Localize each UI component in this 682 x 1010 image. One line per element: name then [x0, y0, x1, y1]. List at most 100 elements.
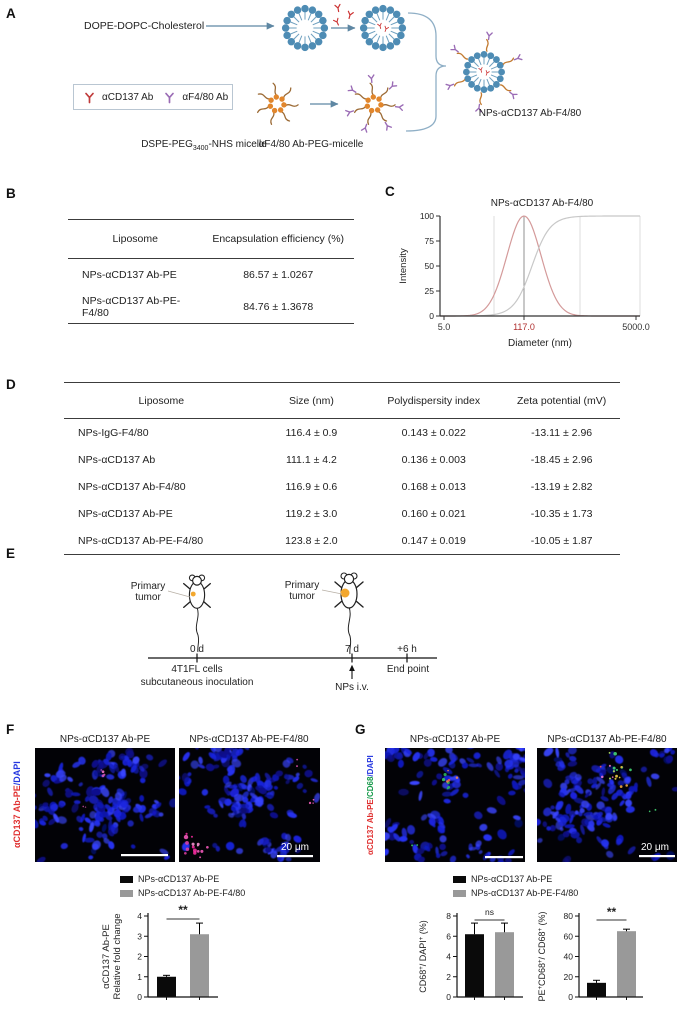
- timeline-tick-label: 0 d: [190, 644, 204, 655]
- primary-tumor-annotation: Primary tumor: [284, 580, 320, 602]
- svg-text:0: 0: [446, 992, 451, 1002]
- table-row: NPs-IgG-F4/80 116.4 ± 0.9 0.143 ± 0.022 -13…: [64, 419, 620, 447]
- signal-dot: [455, 776, 459, 779]
- legend-label: NPs-αCD137 Ab-PE: [471, 874, 553, 884]
- end-point-label: End point: [386, 664, 430, 675]
- table-cell: NPs-αCD137 Ab-PE-F4/80: [78, 534, 204, 547]
- signal-dot: [312, 798, 315, 801]
- legend-label: NPs-αCD137 Ab-PE-F4/80: [138, 888, 246, 898]
- svg-text:4: 4: [137, 911, 142, 921]
- fluorescence-image: [385, 748, 525, 862]
- liposome-icon: [463, 51, 505, 93]
- image-title: NPs-αCD137 Ab-PE-F4/80: [547, 734, 667, 745]
- table-cell: 0.147 ± 0.019: [401, 534, 466, 547]
- mouse-drawing: [334, 572, 364, 655]
- bar: [495, 932, 514, 997]
- pe-cd68-bar-chart: 0 20 40 60 80 PE+​CD68+​/ CD68+​ (%) **: [533, 896, 645, 1010]
- signal-dot: [620, 766, 623, 769]
- micelle2-label: αF4/80 Ab-PEG-micelle: [258, 139, 364, 150]
- acd137-antibody-icon: [83, 91, 96, 104]
- acd137-antibody-label: αCD137 Ab: [102, 91, 154, 103]
- svg-text:40: 40: [564, 952, 574, 962]
- fluorescence-image: 20 μm: [537, 748, 677, 862]
- inoculation-label-line1: 4T1FL cells: [171, 664, 223, 675]
- image-title: NPs-αCD137 Ab-PE: [59, 734, 151, 745]
- svg-text:100: 100: [420, 211, 434, 221]
- svg-text:0: 0: [137, 992, 142, 1002]
- signal-dot: [611, 776, 614, 778]
- antibody-icon: [377, 22, 382, 29]
- svg-text:PE+​CD68+​/ CD68+​ (%): PE+​CD68+​/ CD68+​ (%): [537, 911, 547, 1001]
- panel-label-d: D: [6, 377, 16, 392]
- signal-dot: [103, 773, 106, 776]
- image-title: NPs-αCD137 Ab-PE-F4/80: [189, 734, 309, 745]
- signal-dot: [625, 784, 628, 787]
- signal-dot: [441, 778, 446, 782]
- signal-dot: [618, 776, 621, 779]
- table-header: Size (nm): [288, 394, 334, 407]
- antibody-icon: [334, 3, 341, 13]
- svg-text:2: 2: [446, 972, 451, 982]
- antibody-icon: [478, 67, 483, 73]
- svg-text:75: 75: [425, 236, 435, 246]
- experiment-timeline-schematic: [148, 572, 437, 679]
- signal-dot: [192, 848, 197, 853]
- signal-dot: [612, 770, 616, 773]
- table-row: NPs-αCD137 Ab-PE-F4/80 123.8 ± 2.0 0.147 ±…: [64, 527, 620, 555]
- panel-label-g: G: [355, 722, 366, 737]
- fluorescence-image: 20 μm: [179, 748, 320, 862]
- fluorescence-image: [35, 748, 175, 862]
- table-cell: 116.4 ± 0.9: [285, 426, 338, 439]
- svg-text:αCD137 Ab-PE: αCD137 Ab-PE: [101, 924, 112, 989]
- fold-change-bar-chart: 0 1 2 3 4 αCD137 Ab-PE Relative fold change **: [100, 896, 232, 1010]
- liposome-schematic: [206, 3, 523, 133]
- af480-antibody-icon: [163, 91, 176, 104]
- svg-text:60: 60: [564, 931, 574, 941]
- signal-dot: [614, 777, 617, 780]
- table-cell: -13.11 ± 2.96: [531, 426, 593, 439]
- signal-dot: [100, 769, 102, 771]
- table-row: NPs-αCD137 Ab 111.1 ± 4.2 0.136 ± 0.003 -18…: [64, 446, 620, 473]
- svg-text:5000.0: 5000.0: [622, 322, 650, 332]
- svg-text:117.0: 117.0: [513, 322, 535, 332]
- svg-text:1: 1: [137, 972, 142, 982]
- svg-text:3: 3: [137, 931, 142, 941]
- significance-label: **: [607, 905, 617, 919]
- svg-text:5.0: 5.0: [438, 322, 451, 332]
- table-row: NPs-αCD137 Ab-F4/80 116.9 ± 0.6 0.168 ± 0.…: [64, 473, 620, 500]
- signal-dot: [196, 849, 200, 853]
- micelle1-label: DSPE-PEG3400-NHS micelle: [141, 139, 267, 152]
- lipid-input-label: DOPE-DOPC-Cholesterol: [84, 20, 205, 32]
- table-cell: NPs-αCD137 Ab-PE: [78, 507, 173, 520]
- table-cell: 84.76 ± 1.3678: [243, 301, 314, 313]
- table-cell: -10.05 ± 1.87: [530, 534, 593, 547]
- timeline-tick-label: 7 d: [345, 644, 359, 655]
- legend-swatch: [453, 889, 466, 897]
- liposome-icon: [281, 4, 329, 52]
- signal-dot: [184, 851, 187, 855]
- panel-label-f: F: [6, 722, 15, 737]
- dapi-nuclei: [537, 748, 677, 862]
- image-title: NPs-αCD137 Ab-PE: [409, 734, 501, 745]
- signal-dot: [185, 832, 188, 835]
- scale-bar: [121, 854, 168, 857]
- product-label: NPs-αCD137 Ab-F4/80: [478, 108, 582, 119]
- table-cell: 0.160 ± 0.021: [401, 507, 466, 520]
- signal-dot: [600, 775, 604, 779]
- signal-dot: [446, 787, 449, 790]
- dapi-nuclei: [35, 748, 175, 862]
- table-row: NPs-αCD137 Ab-PE 86.57 ± 1.0267: [68, 259, 354, 292]
- table-cell: 0.136 ± 0.003: [401, 453, 466, 466]
- table-cell: NPs-αCD137 Ab-PE: [82, 269, 177, 281]
- signal-dot: [84, 806, 87, 808]
- signal-dot: [612, 766, 616, 770]
- signal-dot: [654, 808, 657, 811]
- signal-dot: [183, 834, 189, 840]
- bar: [617, 931, 636, 997]
- svg-text:Intensity: Intensity: [398, 248, 409, 284]
- svg-text:0: 0: [429, 311, 434, 321]
- table-row: NPs-αCD137 Ab-PE-F4/80 84.76 ± 1.3678: [68, 291, 354, 324]
- signal-dot: [447, 778, 451, 782]
- signal-dot: [193, 851, 197, 855]
